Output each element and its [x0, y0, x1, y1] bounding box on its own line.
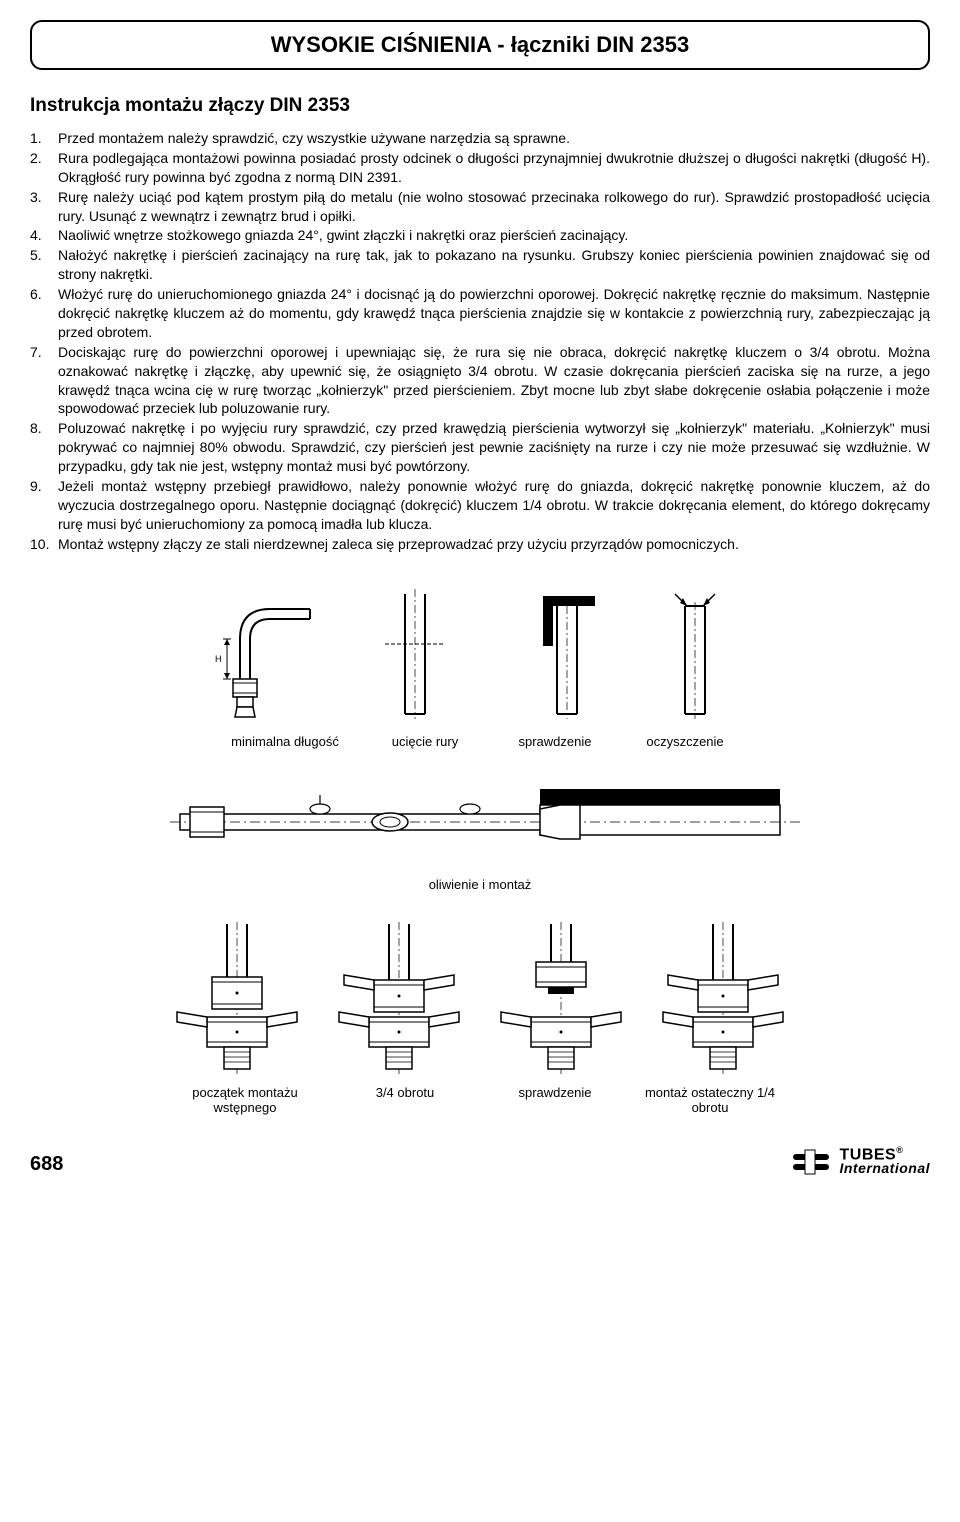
page-number: 688 [30, 1153, 63, 1176]
instruction-item: 8. Poluzować nakrętkę i po wyjęciu rury s… [30, 419, 930, 476]
instruction-item: 10. Montaż wstępny złączy ze stali nierdz… [30, 535, 930, 554]
item-num: 8. [30, 419, 42, 438]
item-text: Poluzować nakrętkę i po wyjęciu rury spr… [58, 420, 930, 474]
item-num: 9. [30, 477, 42, 496]
brand-logo: TUBES® International [791, 1146, 930, 1176]
item-num: 6. [30, 285, 42, 304]
item-num: 4. [30, 226, 42, 245]
logo-text: TUBES® International [839, 1146, 930, 1176]
assembly-icon [160, 779, 800, 869]
item-num: 5. [30, 246, 42, 265]
instruction-item: 1. Przed montażem należy sprawdzić, czy w… [30, 129, 930, 148]
three-quarter-turn-icon [324, 922, 474, 1077]
label-34turn: 3/4 obrotu [330, 1085, 480, 1116]
instruction-list: 1. Przed montażem należy sprawdzić, czy w… [30, 129, 930, 554]
label-premount: początek montażu wstępnego [170, 1085, 320, 1116]
label-clean: oczyszczenie [625, 734, 745, 749]
item-num: 2. [30, 149, 42, 168]
svg-text:H: H [215, 654, 222, 664]
item-num: 3. [30, 188, 42, 207]
item-text: Rurę należy uciąć pod kątem prostym piłą… [58, 189, 930, 224]
figures-row-1: H [30, 584, 930, 724]
item-text: Rura podlegająca montażowi powinna posia… [58, 150, 930, 185]
label-verify: sprawdzenie [490, 1085, 620, 1116]
premount-icon [162, 922, 312, 1077]
label-cut: ucięcie rury [365, 734, 485, 749]
label-check: sprawdzenie [495, 734, 615, 749]
final-mount-icon [648, 922, 798, 1077]
figure-assembly [30, 779, 930, 869]
label-final: montaż ostateczny 1/4 obrotu [630, 1085, 790, 1116]
item-text: Włożyć rurę do unieruchomionego gniazda … [58, 286, 930, 340]
item-text: Montaż wstępny złączy ze stali nierdzewn… [58, 536, 739, 552]
item-num: 10. [30, 535, 49, 554]
page-title: WYSOKIE CIŚNIENIA - łączniki DIN 2353 [52, 32, 908, 58]
figure-clean [635, 584, 755, 724]
item-text: Przed montażem należy sprawdzić, czy wsz… [58, 130, 570, 146]
check-icon [495, 584, 615, 724]
instruction-item: 9. Jeżeli montaż wstępny przebiegł prawid… [30, 477, 930, 534]
instruction-item: 5. Nałożyć nakrętkę i pierścień zacinając… [30, 246, 930, 284]
item-text: Naoliwić wnętrze stożkowego gniazda 24°,… [58, 227, 628, 243]
figure-min-length: H [205, 584, 335, 724]
item-text: Dociskając rurę do powierzchni oporowej … [58, 344, 930, 417]
figure-cut-tube [355, 584, 475, 724]
figure-premount [162, 922, 312, 1077]
logo-icon [791, 1146, 831, 1176]
labels-row-3: początek montażu wstępnego 3/4 obrotu sp… [30, 1085, 930, 1116]
figure-final [648, 922, 798, 1077]
clean-icon [635, 584, 755, 724]
logo-reg: ® [896, 1145, 903, 1155]
instruction-item: 2. Rura podlegająca montażowi powinna pos… [30, 149, 930, 187]
figure-34turn [324, 922, 474, 1077]
item-text: Nałożyć nakrętkę i pierścień zacinający … [58, 247, 930, 282]
instruction-item: 6. Włożyć rurę do unieruchomionego gniazd… [30, 285, 930, 342]
figure-check [495, 584, 615, 724]
title-box: WYSOKIE CIŚNIENIA - łączniki DIN 2353 [30, 20, 930, 70]
verify-icon [486, 922, 636, 1077]
instruction-item: 4. Naoliwić wnętrze stożkowego gniazda 24… [30, 226, 930, 245]
logo-line2: International [839, 1162, 930, 1175]
labels-row-1: minimalna długość ucięcie rury sprawdzen… [30, 734, 930, 749]
item-num: 7. [30, 343, 42, 362]
min-length-icon: H [205, 584, 335, 724]
cut-tube-icon [355, 584, 475, 724]
figure-verify [486, 922, 636, 1077]
subtitle: Instrukcja montażu złączy DIN 2353 [30, 95, 930, 117]
label-min-length: minimalna długość [215, 734, 355, 749]
page-footer: 688 TUBES® International [30, 1146, 930, 1176]
item-text: Jeżeli montaż wstępny przebiegł prawidło… [58, 478, 930, 532]
instruction-item: 3. Rurę należy uciąć pod kątem prostym pi… [30, 188, 930, 226]
figures-row-3 [30, 922, 930, 1077]
instruction-item: 7. Dociskając rurę do powierzchni oporowe… [30, 343, 930, 419]
item-num: 1. [30, 129, 42, 148]
label-assembly: oliwienie i montaż [30, 877, 930, 892]
